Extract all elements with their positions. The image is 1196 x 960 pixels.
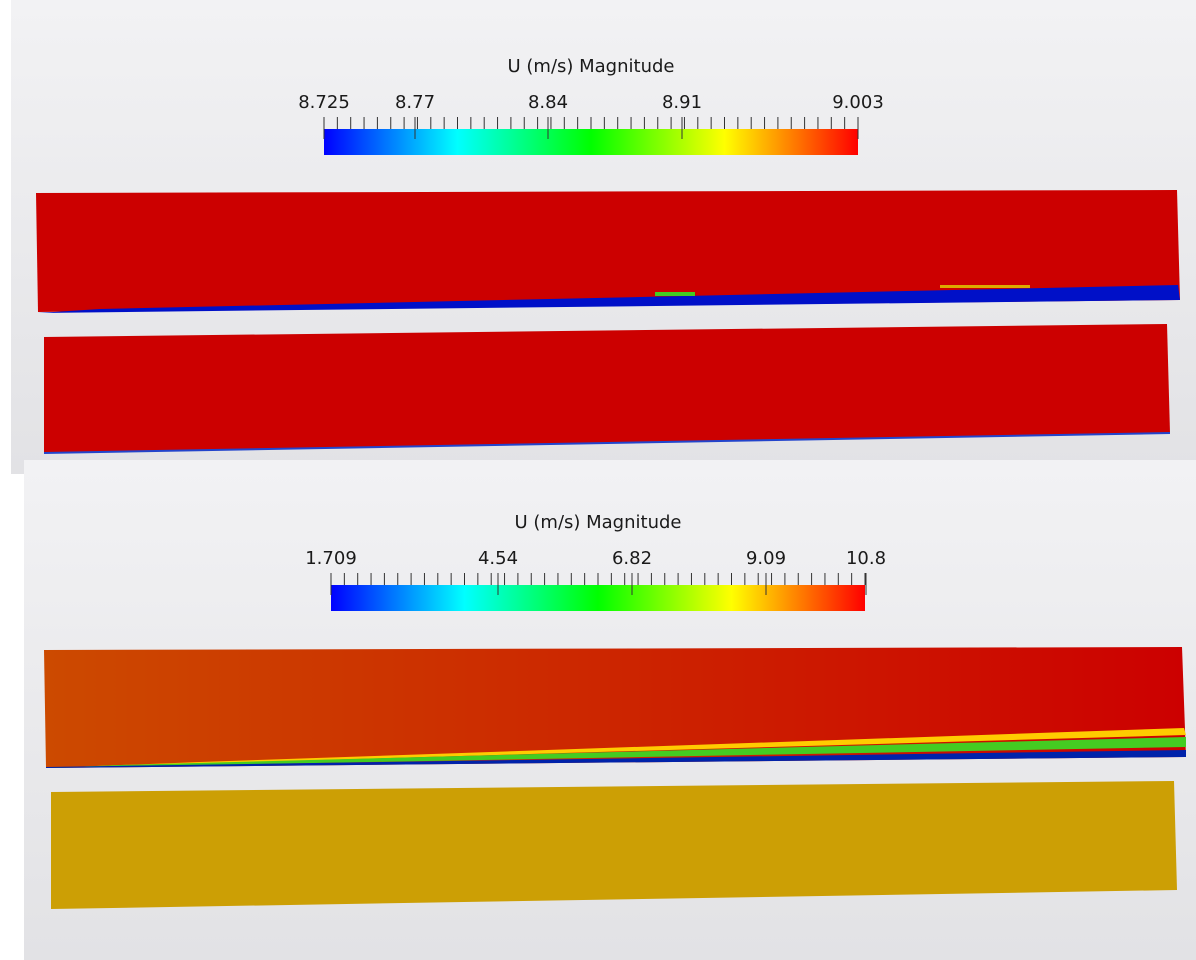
slab <box>44 647 1186 768</box>
colorbar-label: 4.54 <box>478 548 518 569</box>
colorbar-title: U (m/s) Magnitude <box>507 56 674 77</box>
colorbar-label: 9.003 <box>832 92 884 113</box>
colorbar <box>331 585 865 611</box>
colorbar-label: 10.8 <box>846 548 886 569</box>
colorbar-label: 8.77 <box>395 92 435 113</box>
slab <box>36 190 1180 312</box>
colorbar <box>324 129 858 155</box>
colorbar-label: 8.91 <box>662 92 702 113</box>
boundary-layer <box>38 285 1180 313</box>
boundary-layer <box>46 750 1186 768</box>
slab <box>44 324 1170 453</box>
boundary-layer <box>44 432 1170 454</box>
colorbar-label: 8.84 <box>528 92 568 113</box>
colorbar-title: U (m/s) Magnitude <box>514 512 681 533</box>
view-1: U (m/s) Magnitude <box>11 0 1196 474</box>
slab <box>51 781 1177 909</box>
colorbar-label: 6.82 <box>612 548 652 569</box>
spot <box>655 292 695 296</box>
view-2: U (m/s) Magnitude <box>24 460 1196 960</box>
colorbar-label: 9.09 <box>746 548 786 569</box>
colorbar-label: 1.709 <box>305 548 357 569</box>
boundary-layer <box>46 728 1186 768</box>
colorbar-label: 8.725 <box>298 92 350 113</box>
spot <box>940 285 1030 288</box>
boundary-layer <box>46 737 1186 768</box>
